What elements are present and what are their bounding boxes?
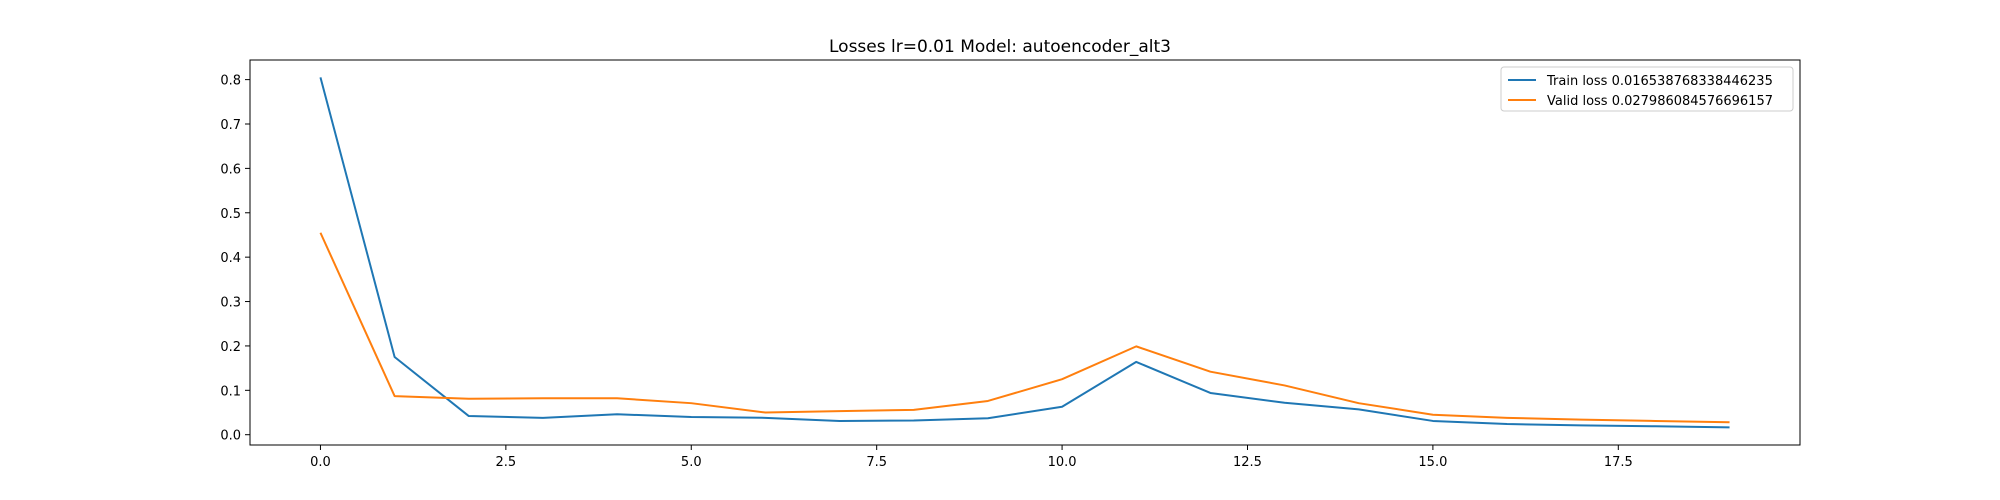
y-tick-label: 0.1 [220, 384, 241, 399]
x-tick-label: 2.5 [496, 455, 517, 470]
y-tick-label: 0.2 [220, 340, 241, 355]
x-tick-label: 17.5 [1604, 455, 1633, 470]
legend-box [1500, 66, 1794, 112]
legend: Train loss 0.016538768338446235 Valid los… [1500, 66, 1794, 112]
x-tick-label: 10.0 [1048, 455, 1077, 470]
y-tick-label: 0.7 [220, 118, 241, 133]
y-tick-label: 0.3 [220, 296, 241, 311]
x-tick-label: 0.0 [310, 455, 331, 470]
x-tick-label: 5.0 [681, 455, 702, 470]
x-tick-label: 12.5 [1233, 455, 1262, 470]
y-tick-label: 0.6 [220, 162, 241, 177]
plot-area [249, 59, 1801, 446]
chart-title: Losses lr=0.01 Model: autoencoder_alt3 [829, 37, 1171, 57]
y-tick-label: 0.0 [220, 429, 241, 444]
y-tick-label: 0.5 [220, 207, 241, 222]
y-tick-label: 0.8 [220, 74, 241, 89]
series-lines [319, 77, 1730, 429]
y-axis: 0.0 0.1 0.2 0.3 0.4 0.5 0.6 0.7 0.8 [220, 74, 250, 444]
legend-label: Valid loss 0.027986084576696157 [1547, 94, 1773, 109]
x-tick-label: 15.0 [1418, 455, 1447, 470]
series-line-valid-loss [319, 232, 1730, 424]
x-tick-label: 7.5 [866, 455, 887, 470]
series-line-train-loss [319, 77, 1730, 429]
x-axis: 0.0 2.5 5.0 7.5 10.0 12.5 15.0 17.5 [310, 445, 1633, 470]
legend-label: Train loss 0.016538768338446235 [1546, 74, 1773, 89]
y-tick-label: 0.4 [220, 251, 241, 266]
